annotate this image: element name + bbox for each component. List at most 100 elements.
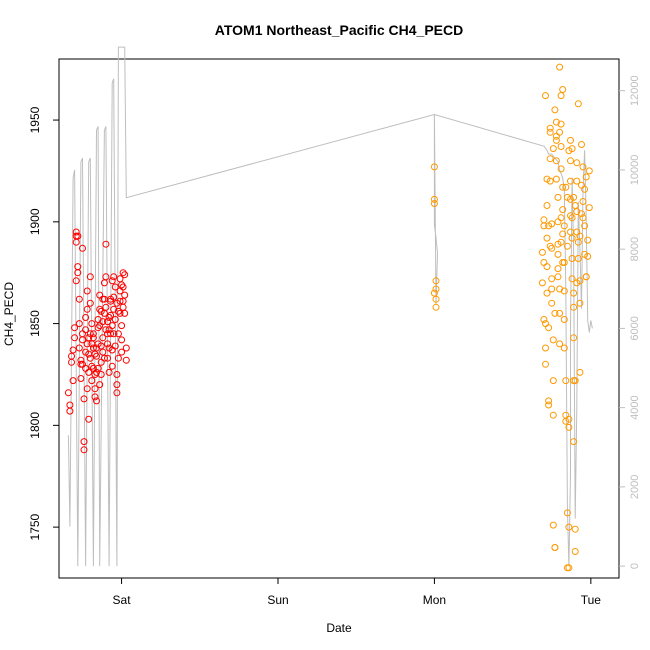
data-point-s1-41 bbox=[89, 334, 97, 342]
data-point-s2-0 bbox=[430, 163, 438, 171]
data-point-s1-34 bbox=[86, 273, 94, 281]
chart-title: ATOM1 Northeast_Pacific CH4_PECD bbox=[215, 22, 463, 38]
data-point-s1-19 bbox=[79, 244, 86, 252]
data-point-s2-18 bbox=[543, 202, 551, 209]
data-point-s1-25 bbox=[82, 314, 90, 321]
data-point-s1-58 bbox=[99, 348, 107, 356]
data-point-s2-82 bbox=[570, 438, 578, 446]
data-point-s2-49 bbox=[556, 340, 564, 348]
data-point-s2-75 bbox=[568, 214, 576, 222]
data-point-s2-121 bbox=[554, 250, 562, 258]
data-point-s1-108 bbox=[107, 295, 115, 303]
data-point-s1-111 bbox=[97, 307, 105, 315]
data-point-s1-15 bbox=[75, 295, 83, 303]
data-point-s1-122 bbox=[119, 297, 127, 305]
data-point-s2-84 bbox=[571, 548, 579, 555]
data-point-s2-78 bbox=[568, 275, 576, 283]
data-point-s1-64 bbox=[102, 240, 110, 248]
data-point-s2-40 bbox=[552, 136, 560, 144]
data-point-s1-29 bbox=[83, 305, 91, 313]
data-point-s1-101 bbox=[121, 291, 129, 299]
data-point-s2-131 bbox=[545, 222, 553, 230]
data-point-s2-77 bbox=[568, 255, 576, 262]
data-point-s2-59 bbox=[560, 287, 568, 295]
plot-frame-group bbox=[58, 58, 620, 579]
data-point-s1-123 bbox=[108, 277, 116, 285]
data-point-s2-20 bbox=[543, 263, 551, 271]
data-point-s1-48 bbox=[93, 352, 100, 360]
data-point-s1-1 bbox=[66, 401, 74, 409]
data-point-s1-96 bbox=[118, 348, 126, 356]
data-point-s1-95 bbox=[118, 336, 126, 344]
data-point-s2-37 bbox=[551, 544, 559, 551]
data-point-s2-32 bbox=[549, 336, 557, 344]
y-tick-label-2: 1850 bbox=[28, 310, 42, 337]
data-point-s2-80 bbox=[570, 334, 578, 342]
data-point-s2-43 bbox=[554, 193, 562, 201]
data-point-s2-87 bbox=[573, 177, 581, 185]
data-point-s2-52 bbox=[557, 120, 565, 128]
data-point-s2-44 bbox=[554, 218, 562, 226]
data-point-s2-42 bbox=[552, 175, 560, 183]
x-axis-label: Date bbox=[326, 621, 352, 635]
data-point-s2-94 bbox=[576, 368, 584, 376]
data-point-s2-13 bbox=[542, 344, 549, 352]
data-point-s1-84 bbox=[111, 342, 119, 350]
data-point-s2-72 bbox=[567, 157, 574, 165]
data-point-s1-103 bbox=[122, 344, 130, 352]
y-tick-label-1: 1800 bbox=[28, 412, 42, 439]
data-point-s1-88 bbox=[114, 354, 122, 362]
data-point-s2-4 bbox=[432, 285, 440, 293]
data-point-s1-102 bbox=[121, 309, 129, 317]
data-point-s1-106 bbox=[113, 299, 121, 307]
data-point-s1-30 bbox=[83, 385, 91, 393]
x-tick-label-2: Mon bbox=[423, 593, 446, 607]
data-point-s2-83 bbox=[571, 525, 579, 533]
data-point-s2-60 bbox=[560, 316, 568, 323]
data-point-s2-30 bbox=[548, 275, 556, 283]
data-point-s1-35 bbox=[86, 299, 94, 307]
data-point-s1-18 bbox=[77, 375, 85, 382]
data-point-s2-19 bbox=[543, 234, 551, 242]
data-point-s1-125 bbox=[102, 326, 110, 334]
data-point-s1-124 bbox=[105, 314, 113, 321]
data-point-s2-68 bbox=[565, 523, 573, 531]
data-point-s1-118 bbox=[75, 344, 83, 352]
data-point-s2-138 bbox=[567, 228, 574, 236]
data-point-s2-79 bbox=[570, 303, 578, 311]
data-point-s2-76 bbox=[568, 234, 576, 242]
data-point-s1-69 bbox=[104, 354, 111, 362]
data-point-s2-99 bbox=[581, 222, 589, 230]
data-point-s2-63 bbox=[562, 411, 570, 419]
data-point-s2-130 bbox=[582, 273, 590, 281]
data-point-s2-39 bbox=[552, 118, 560, 126]
data-point-s2-127 bbox=[573, 279, 581, 287]
data-point-s2-3 bbox=[432, 277, 440, 285]
data-point-s1-75 bbox=[107, 330, 115, 338]
data-point-s2-48 bbox=[556, 309, 564, 317]
data-point-s1-110 bbox=[100, 354, 108, 362]
data-point-s1-65 bbox=[102, 273, 110, 281]
data-point-s1-31 bbox=[85, 415, 93, 423]
data-point-s1-59 bbox=[99, 334, 107, 342]
data-point-s2-107 bbox=[581, 185, 589, 193]
data-point-s1-127 bbox=[96, 381, 104, 389]
data-point-s1-14 bbox=[75, 320, 83, 328]
data-point-s2-16 bbox=[542, 92, 549, 100]
data-point-s1-13 bbox=[74, 269, 82, 277]
y2-tick-label-5: 10000 bbox=[629, 155, 641, 186]
data-point-s1-82 bbox=[111, 283, 119, 291]
data-point-s1-67 bbox=[104, 318, 111, 326]
data-point-s1-6 bbox=[69, 346, 77, 354]
data-point-s1-94 bbox=[118, 322, 126, 330]
data-point-s1-16 bbox=[77, 356, 85, 364]
data-point-s2-9 bbox=[538, 279, 546, 287]
data-point-s2-129 bbox=[579, 214, 587, 222]
data-point-s1-119 bbox=[72, 238, 80, 246]
y-tick-label-0: 1750 bbox=[28, 513, 42, 540]
data-point-s1-100 bbox=[121, 271, 129, 279]
data-point-s2-85 bbox=[571, 377, 579, 385]
data-point-s1-86 bbox=[113, 381, 121, 389]
data-point-s1-130 bbox=[86, 354, 94, 362]
